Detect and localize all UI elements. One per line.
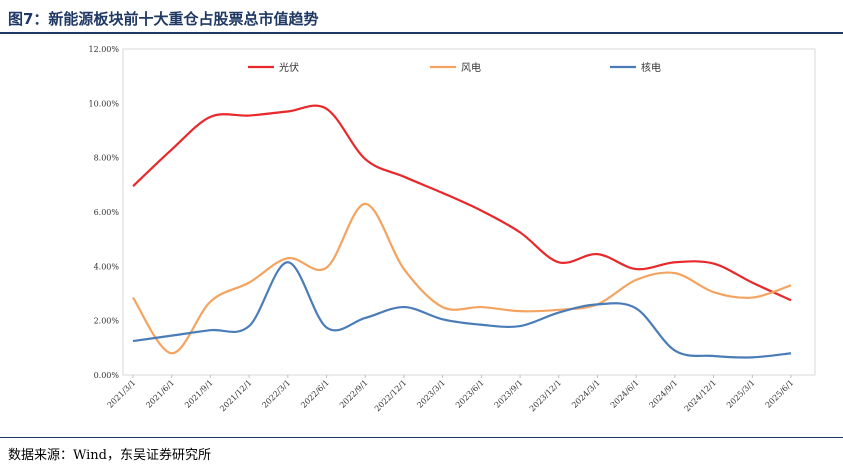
- line-chart: 0.00% 2.00% 4.00% 6.00% 8.00% 10.00% 12.00% 202…: [88, 45, 816, 413]
- x-tick-label: 2025/3/1: [725, 378, 757, 410]
- x-tick-label: 2023/9/1: [493, 378, 525, 410]
- x-tick-label: 2024/9/1: [648, 378, 680, 410]
- y-tick-label: 12.00%: [88, 45, 119, 54]
- legend-nuclear-label: 核电: [641, 61, 661, 74]
- x-tick-label: 2024/12/1: [683, 378, 718, 413]
- x-tick-label: 2021/6/1: [144, 378, 176, 410]
- source-rule: [0, 437, 843, 438]
- legend-solar-label: 光伏: [279, 61, 299, 74]
- y-tick-label: 8.00%: [94, 154, 120, 163]
- chart-title: 图7：新能源板块前十大重仓占股票总市值趋势: [8, 10, 319, 28]
- x-tick-label: 2023/6/1: [454, 378, 486, 410]
- x-tick-label: 2021/12/1: [218, 378, 253, 413]
- x-tick-label: 2023/3/1: [415, 378, 447, 410]
- x-tick-label: 2024/6/1: [609, 378, 641, 410]
- x-tick-label: 2025/6/1: [764, 378, 796, 410]
- source-note: 数据来源：Wind，东吴证券研究所: [8, 448, 211, 463]
- y-tick-label: 2.00%: [94, 317, 120, 326]
- x-tick-label: 2024/3/1: [570, 378, 602, 410]
- y-tick-label: 10.00%: [88, 99, 119, 108]
- y-tick-label: 0.00%: [94, 371, 120, 380]
- title-rule: [0, 32, 843, 34]
- plot-area: [122, 48, 816, 376]
- y-tick-label: 4.00%: [94, 262, 120, 271]
- y-tick-label: 6.00%: [94, 208, 120, 217]
- series-line-solar: [132, 104, 792, 302]
- x-tick-label: 2021/3/1: [106, 378, 138, 410]
- x-tick-label: 2022/9/1: [338, 378, 370, 410]
- x-tick-label: 2022/12/1: [373, 378, 408, 413]
- x-tick-label: 2023/12/1: [528, 378, 563, 413]
- x-tick-label: 2022/6/1: [299, 378, 331, 410]
- series-line-wind: [132, 202, 792, 355]
- x-tick-label: 2022/3/1: [260, 378, 292, 410]
- legend-wind-label: 风电: [461, 61, 481, 74]
- x-tick-label: 2021/9/1: [183, 378, 215, 410]
- series-line-nuclear: [132, 261, 792, 359]
